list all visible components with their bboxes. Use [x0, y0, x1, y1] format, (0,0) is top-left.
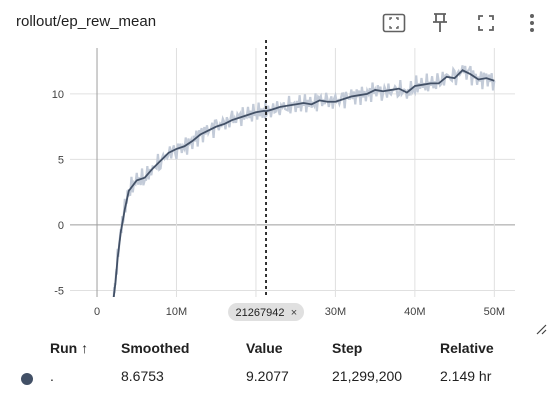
x-tick-label: 40M [404, 306, 425, 318]
line-chart[interactable]: -50510010M20M30M40M50M21267942× [0, 40, 557, 330]
value-header[interactable]: Value [246, 340, 283, 356]
smoothed-series-line [112, 69, 495, 297]
more-vert-icon [530, 14, 534, 32]
cursor-close-icon[interactable]: × [291, 307, 297, 319]
step-value: 21,299,200 [332, 368, 403, 384]
pin-icon [433, 13, 447, 32]
pin-button[interactable] [427, 10, 453, 36]
fullscreen-button[interactable] [473, 10, 499, 36]
raw-value: 9.2077 [246, 368, 289, 384]
smoothed-header[interactable]: Smoothed [121, 340, 190, 356]
fit-domain-icon [382, 13, 406, 33]
resize-handle-icon[interactable] [535, 323, 547, 335]
fullscreen-icon [478, 15, 494, 31]
run-header[interactable]: Run ↑ [50, 340, 88, 356]
run-name: . [50, 368, 54, 384]
more-options-button[interactable] [519, 10, 545, 36]
y-tick-label: 5 [58, 154, 64, 166]
step-header[interactable]: Step [332, 340, 363, 356]
chart-toolbar [381, 10, 545, 36]
x-tick-label: 0 [94, 306, 100, 318]
x-tick-label: 50M [484, 306, 505, 318]
y-tick-label: 0 [58, 220, 64, 232]
x-tick-label: 10M [166, 306, 187, 318]
sort-arrow-icon: ↑ [81, 340, 89, 356]
y-tick-label: 10 [52, 89, 64, 101]
cursor-label-text: 21267942 [236, 307, 285, 319]
raw-series-line [112, 65, 496, 297]
run-color-dot [21, 373, 33, 385]
relative-time: 2.149 hr [440, 368, 492, 384]
y-tick-label: -5 [54, 285, 64, 297]
fit-domain-button[interactable] [381, 10, 407, 36]
chart-title: rollout/ep_rew_mean [16, 13, 157, 30]
x-tick-label: 30M [325, 306, 346, 318]
cursor-label-pill [228, 303, 305, 321]
smoothed-value: 8.6753 [121, 368, 164, 384]
run-header-label: Run [50, 340, 78, 356]
relative-header[interactable]: Relative [440, 340, 494, 356]
